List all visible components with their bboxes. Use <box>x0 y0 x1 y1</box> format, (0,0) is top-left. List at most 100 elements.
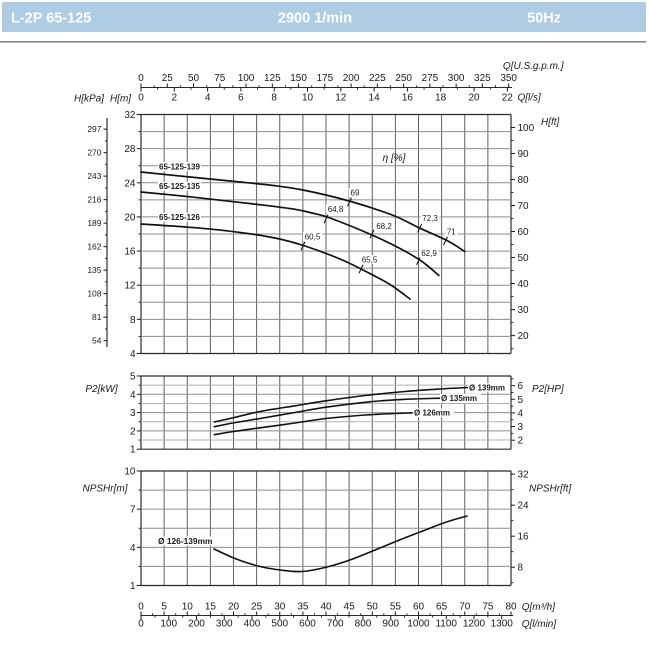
svg-text:2900 1/min: 2900 1/min <box>278 11 352 27</box>
svg-text:162: 162 <box>87 242 101 252</box>
svg-text:325: 325 <box>474 73 491 84</box>
svg-text:108: 108 <box>87 289 101 299</box>
svg-text:1: 1 <box>130 581 136 592</box>
svg-text:100: 100 <box>238 73 255 84</box>
svg-text:24: 24 <box>518 501 530 512</box>
svg-text:5: 5 <box>161 602 167 613</box>
svg-text:400: 400 <box>244 619 261 630</box>
svg-text:28: 28 <box>124 144 136 155</box>
svg-text:189: 189 <box>87 218 101 228</box>
svg-text:10: 10 <box>124 467 136 478</box>
svg-text:500: 500 <box>271 619 288 630</box>
svg-text:H[ft]: H[ft] <box>541 117 560 128</box>
svg-text:NPSHr[m]: NPSHr[m] <box>83 484 128 495</box>
svg-text:P2[HP]: P2[HP] <box>532 384 564 395</box>
svg-text:90: 90 <box>518 149 530 160</box>
svg-text:Ø 135mm: Ø 135mm <box>441 394 477 403</box>
svg-text:68,2: 68,2 <box>376 222 392 231</box>
svg-text:2: 2 <box>130 426 136 437</box>
svg-text:Q[l/s]: Q[l/s] <box>518 93 542 104</box>
svg-text:45: 45 <box>344 602 356 613</box>
svg-text:60: 60 <box>413 602 425 613</box>
svg-text:32: 32 <box>518 470 530 481</box>
svg-text:72,3: 72,3 <box>422 214 438 223</box>
svg-text:1200: 1200 <box>463 619 486 630</box>
svg-text:4: 4 <box>130 349 136 360</box>
svg-text:η [%]: η [%] <box>383 153 406 164</box>
svg-text:125: 125 <box>264 73 281 84</box>
svg-text:Q[m³/h]: Q[m³/h] <box>522 602 556 613</box>
svg-text:H[kPa]: H[kPa] <box>74 94 104 105</box>
svg-text:0: 0 <box>138 619 144 630</box>
svg-text:250: 250 <box>395 73 412 84</box>
svg-text:25: 25 <box>251 602 263 613</box>
svg-text:270: 270 <box>87 148 101 158</box>
svg-text:6: 6 <box>238 93 244 104</box>
svg-text:75: 75 <box>214 73 226 84</box>
svg-text:55: 55 <box>390 602 402 613</box>
svg-text:6: 6 <box>518 381 524 392</box>
svg-text:3: 3 <box>130 408 136 419</box>
svg-text:150: 150 <box>290 73 307 84</box>
svg-text:H[m]: H[m] <box>110 94 131 105</box>
svg-text:20: 20 <box>518 331 530 342</box>
svg-text:25: 25 <box>162 73 174 84</box>
svg-text:64,8: 64,8 <box>328 205 344 214</box>
svg-text:20: 20 <box>124 212 136 223</box>
svg-text:65: 65 <box>436 602 448 613</box>
svg-text:700: 700 <box>327 619 344 630</box>
svg-text:8: 8 <box>130 315 136 326</box>
svg-text:100: 100 <box>518 123 535 134</box>
svg-text:50: 50 <box>188 73 200 84</box>
svg-text:Ø 139mm: Ø 139mm <box>469 383 505 392</box>
svg-text:75: 75 <box>482 602 494 613</box>
svg-text:70: 70 <box>459 602 471 613</box>
svg-text:10: 10 <box>302 93 314 104</box>
svg-text:12: 12 <box>335 93 347 104</box>
svg-text:50: 50 <box>518 253 530 264</box>
svg-text:225: 225 <box>369 73 386 84</box>
svg-text:1: 1 <box>130 445 136 456</box>
svg-text:65-125-126: 65-125-126 <box>159 213 200 222</box>
svg-text:24: 24 <box>124 178 136 189</box>
svg-text:16: 16 <box>124 247 136 258</box>
svg-text:10: 10 <box>182 602 194 613</box>
svg-text:100: 100 <box>160 619 177 630</box>
svg-text:16: 16 <box>402 93 414 104</box>
svg-text:70: 70 <box>518 201 530 212</box>
svg-text:0: 0 <box>138 93 144 104</box>
svg-text:NPSHr[ft]: NPSHr[ft] <box>529 484 571 495</box>
svg-text:50Hz: 50Hz <box>527 11 561 27</box>
svg-text:200: 200 <box>343 73 360 84</box>
svg-text:8: 8 <box>271 93 277 104</box>
svg-text:0: 0 <box>138 602 144 613</box>
svg-text:1000: 1000 <box>407 619 430 630</box>
svg-text:Q[U.S.g.p.m.]: Q[U.S.g.p.m.] <box>503 61 564 72</box>
svg-text:Ø 126-139mm: Ø 126-139mm <box>158 536 212 546</box>
svg-text:300: 300 <box>448 73 465 84</box>
svg-text:1100: 1100 <box>435 619 457 630</box>
svg-text:2: 2 <box>518 436 524 447</box>
svg-text:62,9: 62,9 <box>421 249 437 258</box>
svg-text:71: 71 <box>447 228 456 237</box>
svg-text:65-125-135: 65-125-135 <box>159 182 200 191</box>
svg-text:32: 32 <box>124 110 136 121</box>
svg-text:175: 175 <box>316 73 333 84</box>
svg-text:22: 22 <box>502 93 514 104</box>
svg-text:15: 15 <box>205 602 217 613</box>
svg-text:20: 20 <box>228 602 240 613</box>
svg-text:2: 2 <box>172 93 178 104</box>
svg-text:16: 16 <box>518 532 530 543</box>
svg-text:0: 0 <box>138 73 144 84</box>
svg-text:216: 216 <box>87 195 101 205</box>
svg-text:350: 350 <box>500 73 517 84</box>
svg-text:L-2P 65-125: L-2P 65-125 <box>11 11 91 27</box>
svg-text:135: 135 <box>87 265 101 275</box>
svg-text:80: 80 <box>505 602 517 613</box>
svg-text:4: 4 <box>205 93 211 104</box>
svg-text:3: 3 <box>518 422 524 433</box>
svg-text:800: 800 <box>355 619 372 630</box>
svg-text:8: 8 <box>518 563 524 574</box>
svg-text:40: 40 <box>518 279 530 290</box>
svg-text:5: 5 <box>518 395 524 406</box>
